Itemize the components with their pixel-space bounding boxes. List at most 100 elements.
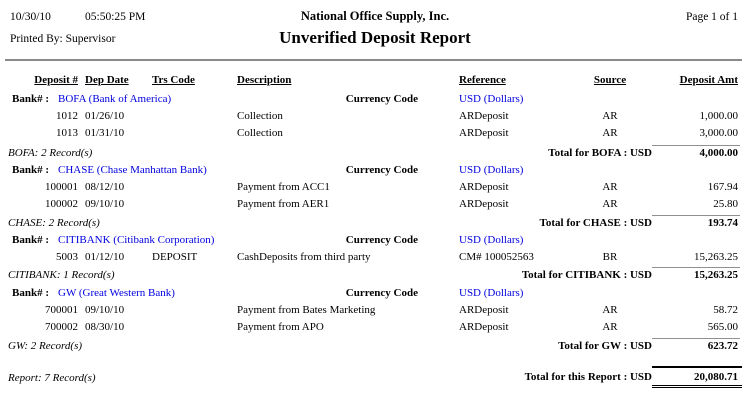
cell-reference: ARDeposit xyxy=(459,304,509,316)
cell-dep-date: 01/26/10 xyxy=(85,110,125,122)
table-row: 1012 01/26/10 Collection ARDeposit AR 1,… xyxy=(0,110,744,123)
table-row: 5003 01/12/10 DEPOSIT CashDeposits from … xyxy=(0,251,744,264)
print-date: 10/30/10 xyxy=(10,11,51,23)
record-count-citibank: CITIBANK: 1 Record(s) xyxy=(8,269,115,281)
bank-number-label: Bank# : xyxy=(12,234,49,246)
printed-by: Printed By: Supervisor xyxy=(10,33,116,45)
table-row: 700002 08/30/10 Payment from APO ARDepos… xyxy=(0,321,744,334)
cell-amount: 58.72 xyxy=(713,304,738,316)
col-header-reference: Reference xyxy=(457,74,572,87)
col-header-description: Description xyxy=(235,74,457,87)
record-count-report: Report: 7 Record(s) xyxy=(8,372,96,384)
cell-dep-date: 09/10/10 xyxy=(85,304,125,316)
bank-link-citibank[interactable]: CITIBANK (Citibank Corporation) xyxy=(58,234,215,246)
currency-code-label: Currency Code xyxy=(345,164,418,176)
cell-deposit-num: 1013 xyxy=(56,127,78,139)
cell-dep-date: 01/12/10 xyxy=(85,251,125,263)
cell-amount: 167.94 xyxy=(707,181,738,193)
bank-link-gw[interactable]: GW (Great Western Bank) xyxy=(58,287,175,299)
currency-link-citibank[interactable]: USD (Dollars) xyxy=(459,234,524,246)
col-header-deposit-num-label: Deposit # xyxy=(34,74,78,86)
cell-dep-date: 09/10/10 xyxy=(85,198,125,210)
cell-trs-code xyxy=(150,110,235,123)
cell-reference: CM# 100052563 xyxy=(459,251,534,263)
header-divider xyxy=(5,59,742,61)
cell-deposit-num: 100001 xyxy=(45,181,78,193)
cell-amount: 1,000.00 xyxy=(699,110,739,122)
total-amount-bofa: 4,000.00 xyxy=(699,147,739,159)
cell-deposit-num: 700002 xyxy=(45,321,78,333)
cell-amount: 3,000.00 xyxy=(699,127,739,139)
section-footer-chase: CHASE: 2 Record(s) Total for CHASE : USD… xyxy=(0,217,744,231)
cell-dep-date: 08/12/10 xyxy=(85,181,125,193)
col-header-description-label: Description xyxy=(237,74,292,86)
total-rule-gw xyxy=(652,338,740,339)
cell-trs-code xyxy=(150,304,235,317)
col-header-source-label: Source xyxy=(593,74,627,86)
cell-deposit-num: 1012 xyxy=(56,110,78,122)
column-header-row: Deposit # Dep Date Trs Code Description … xyxy=(0,74,744,87)
col-header-deposit-num: Deposit # xyxy=(0,74,80,87)
cell-description: Collection xyxy=(237,110,283,122)
report-total-label: Total for this Report : USD xyxy=(524,371,652,383)
cell-reference: ARDeposit xyxy=(459,321,509,333)
col-header-source: Source xyxy=(572,74,648,87)
cell-deposit-num: 100002 xyxy=(45,198,78,210)
cell-source: BR xyxy=(602,251,618,263)
bank-header-chase: Bank# : CHASE (Chase Manhattan Bank) Cur… xyxy=(0,164,744,177)
col-header-reference-label: Reference xyxy=(459,74,506,86)
total-rule-bofa xyxy=(652,145,740,146)
total-label-gw: Total for GW : USD xyxy=(558,340,652,352)
cell-deposit-num: 700001 xyxy=(45,304,78,316)
cell-deposit-num: 5003 xyxy=(56,251,78,263)
cell-source: AR xyxy=(602,181,618,193)
cell-trs-code xyxy=(150,181,235,194)
col-header-dep-date-label: Dep Date xyxy=(85,74,129,86)
record-count-chase: CHASE: 2 Record(s) xyxy=(8,217,100,229)
currency-link-gw[interactable]: USD (Dollars) xyxy=(459,287,524,299)
cell-amount: 25.80 xyxy=(713,198,738,210)
section-footer-bofa: BOFA: 2 Record(s) Total for BOFA : USD 4… xyxy=(0,147,744,161)
cell-source: AR xyxy=(602,321,618,333)
currency-code-label: Currency Code xyxy=(345,234,418,246)
bank-number-label: Bank# : xyxy=(12,287,49,299)
currency-code-label: Currency Code xyxy=(345,93,418,105)
table-row: 700001 09/10/10 Payment from Bates Marke… xyxy=(0,304,744,317)
cell-source: AR xyxy=(602,198,618,210)
total-amount-citibank: 15,263.25 xyxy=(694,269,738,281)
bank-link-chase[interactable]: CHASE (Chase Manhattan Bank) xyxy=(58,164,207,176)
cell-description: Payment from APO xyxy=(237,321,324,333)
cell-dep-date: 08/30/10 xyxy=(85,321,125,333)
print-time: 05:50:25 PM xyxy=(85,11,146,23)
total-amount-chase: 193.74 xyxy=(707,217,738,229)
cell-description: CashDeposits from third party xyxy=(237,251,371,263)
cell-trs-code xyxy=(150,321,235,334)
table-row: 100001 08/12/10 Payment from ACC1 ARDepo… xyxy=(0,181,744,194)
cell-reference: ARDeposit xyxy=(459,181,509,193)
currency-link-bofa[interactable]: USD (Dollars) xyxy=(459,93,524,105)
cell-dep-date: 01/31/10 xyxy=(85,127,125,139)
bank-link-bofa[interactable]: BOFA (Bank of America) xyxy=(58,93,172,105)
bank-number-label: Bank# : xyxy=(12,164,49,176)
cell-description: Payment from ACC1 xyxy=(237,181,330,193)
section-footer-citibank: CITIBANK: 1 Record(s) Total for CITIBANK… xyxy=(0,269,744,283)
cell-description: Collection xyxy=(237,127,283,139)
total-rule-chase xyxy=(652,215,740,216)
page-number: Page 1 of 1 xyxy=(685,11,738,23)
table-row: 1013 01/31/10 Collection ARDeposit AR 3,… xyxy=(0,127,744,140)
total-amount-gw: 623.72 xyxy=(707,340,738,352)
currency-link-chase[interactable]: USD (Dollars) xyxy=(459,164,524,176)
bank-header-bofa: Bank# : BOFA (Bank of America) Currency … xyxy=(0,93,744,106)
cell-description: Payment from Bates Marketing xyxy=(237,304,376,316)
report-title: Unverified Deposit Report xyxy=(279,28,471,47)
cell-description: Payment from AER1 xyxy=(237,198,330,210)
total-label-citibank: Total for CITIBANK : USD xyxy=(521,269,652,281)
record-count-gw: GW: 2 Record(s) xyxy=(8,340,83,352)
cell-trs-code xyxy=(150,127,235,140)
cell-reference: ARDeposit xyxy=(459,127,509,139)
cell-source: AR xyxy=(602,110,618,122)
table-row: 100002 09/10/10 Payment from AER1 ARDepo… xyxy=(0,198,744,211)
total-label-bofa: Total for BOFA : USD xyxy=(548,147,652,159)
cell-trs-code xyxy=(150,198,235,211)
